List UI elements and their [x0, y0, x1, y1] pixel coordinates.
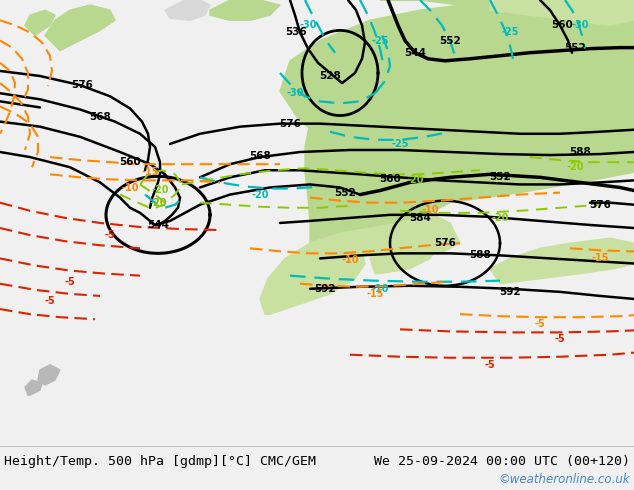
Text: 588: 588 [569, 147, 591, 157]
Text: -5: -5 [484, 360, 495, 370]
Text: 544: 544 [404, 48, 426, 58]
Text: -15: -15 [141, 167, 158, 177]
Polygon shape [305, 81, 460, 243]
Text: 552: 552 [489, 172, 511, 182]
Text: 536: 536 [285, 27, 307, 37]
Polygon shape [45, 5, 115, 50]
Text: -10: -10 [372, 284, 389, 294]
Text: -10: -10 [341, 255, 359, 266]
Text: -20: -20 [152, 185, 169, 195]
Text: 576: 576 [434, 238, 456, 248]
Text: -20: -20 [149, 197, 167, 208]
Text: Height/Temp. 500 hPa [gdmp][°C] CMC/GEM: Height/Temp. 500 hPa [gdmp][°C] CMC/GEM [4, 455, 316, 468]
Text: 568: 568 [249, 151, 271, 161]
Polygon shape [25, 10, 55, 35]
Text: 552: 552 [439, 36, 461, 46]
Text: 552: 552 [564, 43, 586, 52]
Text: -20: -20 [566, 162, 584, 172]
Text: -10: -10 [121, 183, 139, 194]
Polygon shape [210, 0, 280, 20]
Text: -5: -5 [105, 230, 115, 240]
Text: ©weatheronline.co.uk: ©weatheronline.co.uk [498, 473, 630, 487]
Polygon shape [380, 0, 634, 46]
Text: -20: -20 [406, 175, 424, 185]
Text: -30: -30 [286, 88, 304, 98]
Text: 560: 560 [379, 174, 401, 184]
Text: 592: 592 [499, 287, 521, 297]
Text: -15: -15 [366, 289, 384, 299]
Polygon shape [490, 0, 634, 25]
Polygon shape [38, 365, 60, 385]
Text: -5: -5 [65, 277, 75, 287]
Polygon shape [260, 233, 365, 314]
Text: -10: -10 [421, 205, 439, 215]
Text: -5: -5 [555, 335, 566, 344]
Text: -25: -25 [501, 27, 519, 37]
Text: -30: -30 [299, 21, 317, 30]
Polygon shape [280, 0, 634, 243]
Text: 576: 576 [279, 119, 301, 129]
Polygon shape [370, 223, 440, 273]
Text: We 25-09-2024 00:00 UTC (00+120): We 25-09-2024 00:00 UTC (00+120) [374, 455, 630, 468]
Text: 568: 568 [89, 112, 111, 122]
Text: 588: 588 [469, 250, 491, 260]
Text: -5: -5 [44, 296, 55, 306]
Polygon shape [165, 0, 210, 20]
Text: 576: 576 [71, 80, 93, 90]
Text: 552: 552 [334, 188, 356, 197]
Polygon shape [310, 213, 460, 258]
Text: -25: -25 [372, 36, 389, 46]
Text: 576: 576 [589, 200, 611, 210]
Text: -30: -30 [571, 21, 589, 30]
Text: 544: 544 [147, 220, 169, 230]
Text: 584: 584 [409, 213, 431, 223]
Text: -5: -5 [534, 319, 545, 329]
Text: 560: 560 [119, 157, 141, 167]
Polygon shape [25, 380, 42, 395]
Text: -20: -20 [491, 213, 508, 223]
Text: 592: 592 [314, 284, 336, 294]
Text: 528: 528 [319, 71, 341, 81]
Polygon shape [560, 91, 634, 162]
Polygon shape [490, 238, 634, 284]
Text: -25: -25 [391, 139, 409, 149]
Text: 560: 560 [551, 21, 573, 30]
Text: -15: -15 [592, 253, 609, 264]
Text: -20: -20 [251, 190, 269, 199]
